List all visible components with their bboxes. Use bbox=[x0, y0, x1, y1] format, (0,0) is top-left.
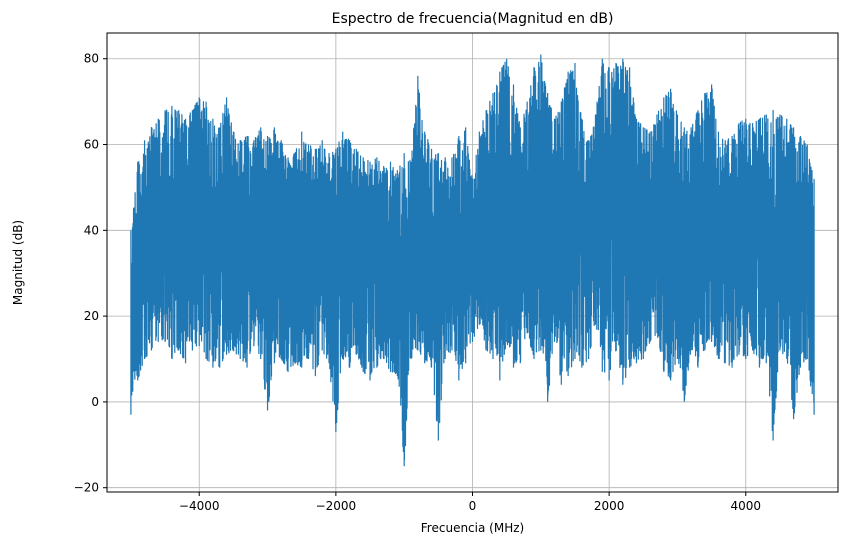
x-tick-label: −4000 bbox=[179, 499, 220, 513]
x-tick-label: 4000 bbox=[730, 499, 761, 513]
x-axis: −4000 −2000 0 2000 4000 bbox=[179, 492, 761, 513]
y-tick-label: 20 bbox=[84, 309, 99, 323]
y-axis-label: Magnitud (dB) bbox=[11, 220, 25, 305]
x-tick-label: −2000 bbox=[316, 499, 357, 513]
plot-area bbox=[130, 54, 815, 467]
x-tick-label: 2000 bbox=[594, 499, 625, 513]
x-tick-label: 0 bbox=[469, 499, 477, 513]
y-tick-label: 80 bbox=[84, 52, 99, 66]
y-tick-label: 40 bbox=[84, 223, 99, 237]
y-tick-label: −20 bbox=[74, 481, 99, 495]
y-axis: −20 0 20 40 60 80 bbox=[74, 52, 107, 495]
chart-title: Espectro de frecuencia(Magnitud en dB) bbox=[332, 11, 614, 27]
y-tick-label: 60 bbox=[84, 138, 99, 152]
y-tick-label: 0 bbox=[91, 395, 99, 409]
spectrum-line bbox=[130, 54, 815, 467]
x-axis-label: Frecuencia (MHz) bbox=[421, 521, 524, 535]
